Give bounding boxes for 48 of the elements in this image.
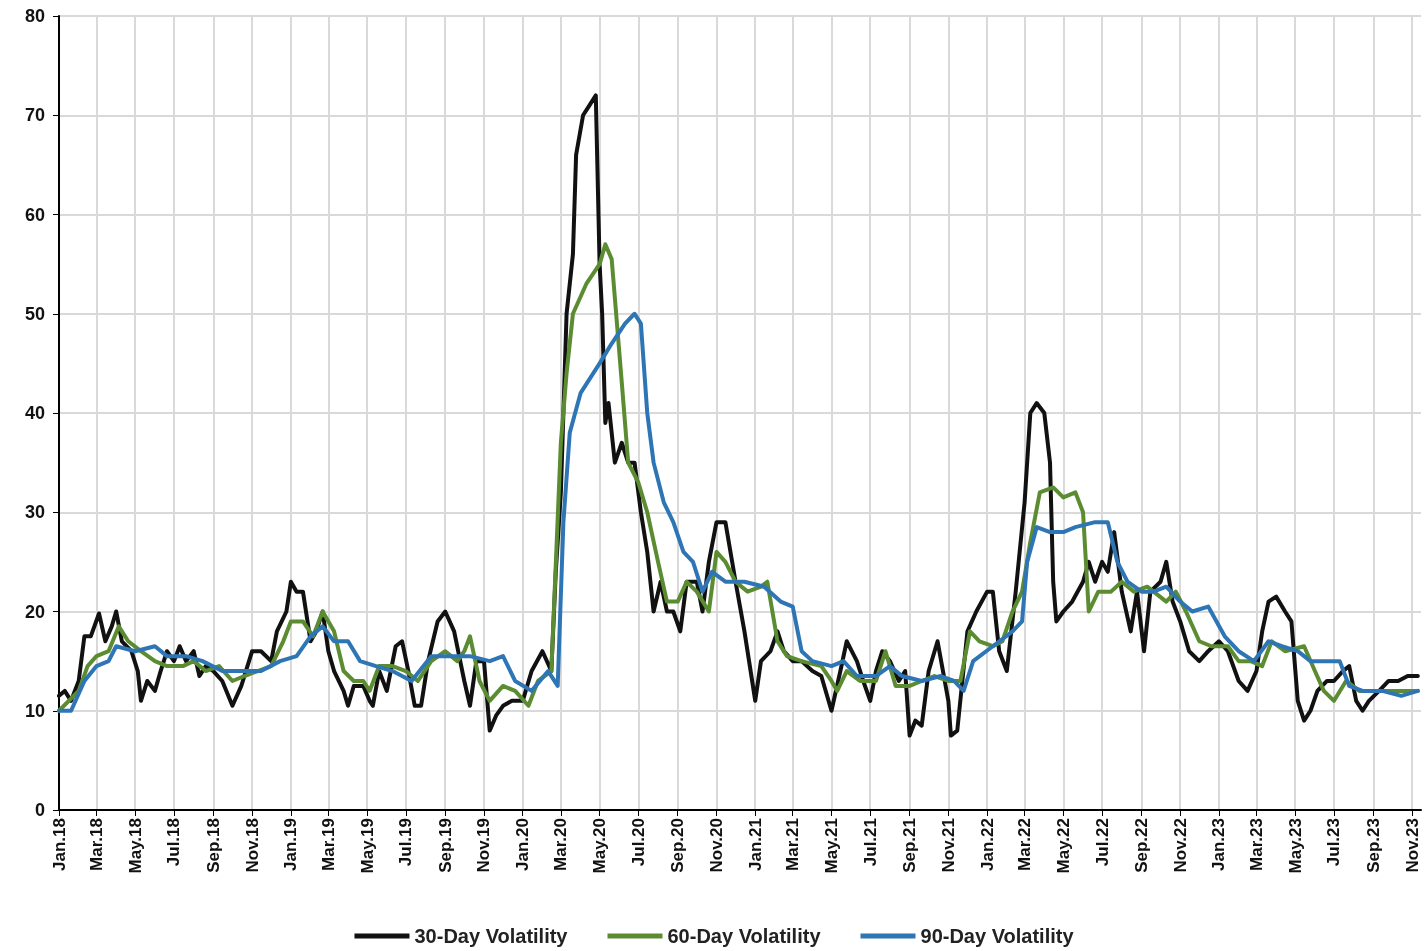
y-tick-label: 40 [24, 403, 45, 423]
x-tick-label: Nov.21 [938, 818, 958, 873]
x-tick-label: May.20 [590, 818, 610, 874]
x-tick-label: Jul.20 [628, 818, 648, 867]
x-tick-label: Sep.18 [203, 818, 223, 873]
x-tick-label: Jul.21 [860, 818, 880, 867]
x-tick-label: Jan.23 [1209, 818, 1229, 871]
y-tick-label: 20 [24, 601, 45, 622]
x-tick-label: Jan.18 [49, 818, 69, 871]
x-tick-label: Jan.20 [513, 818, 533, 871]
x-tick-label: Jul.19 [396, 818, 416, 867]
x-tick-label: May.21 [821, 818, 841, 874]
x-tick-label: Jul.18 [164, 818, 184, 867]
x-tick-label: Jan.22 [977, 818, 997, 871]
x-tick-label: Jan.21 [745, 818, 765, 871]
y-tick-label: 80 [24, 6, 45, 26]
y-tick-label: 10 [24, 700, 45, 721]
x-tick-label: Nov.20 [707, 818, 726, 873]
y-tick-label: 70 [24, 105, 45, 126]
x-tick-label: Mar.22 [1015, 818, 1035, 871]
x-tick-label: Sep.19 [435, 818, 455, 873]
legend-label: 90-Day Volatility [920, 925, 1075, 947]
x-tick-label: May.23 [1285, 818, 1305, 874]
legend-label: 30-Day Volatility [414, 925, 569, 947]
x-tick-label: Nov.23 [1402, 818, 1422, 873]
x-tick-label: Mar.20 [551, 818, 571, 871]
x-tick-label: Nov.19 [474, 818, 494, 873]
x-tick-label: Mar.18 [86, 818, 106, 871]
y-tick-label: 60 [24, 204, 45, 225]
x-tick-label: Sep.22 [1131, 818, 1151, 873]
x-tick-label: Sep.23 [1363, 818, 1383, 873]
x-tick-label: Mar.19 [318, 818, 338, 871]
legend-label: 60-Day Volatility [667, 925, 822, 947]
x-tick-label: Jan.19 [281, 818, 301, 871]
y-tick-label: 50 [24, 303, 45, 324]
x-tick-label: Sep.20 [668, 818, 688, 873]
x-tick-label: May.22 [1053, 818, 1073, 874]
x-tick-label: Jul.23 [1324, 818, 1344, 867]
x-tick-label: Mar.23 [1246, 818, 1266, 871]
y-tick-label: 30 [24, 502, 45, 523]
x-tick-label: Nov.18 [242, 818, 262, 873]
x-tick-label: May.19 [357, 818, 377, 874]
x-tick-label: May.18 [125, 818, 145, 874]
x-tick-label: Sep.21 [900, 818, 920, 873]
y-tick-label: 0 [34, 800, 45, 820]
x-tick-label: Nov.22 [1170, 818, 1190, 873]
x-tick-label: Jul.22 [1092, 818, 1112, 867]
x-tick-label: Mar.21 [783, 818, 803, 871]
